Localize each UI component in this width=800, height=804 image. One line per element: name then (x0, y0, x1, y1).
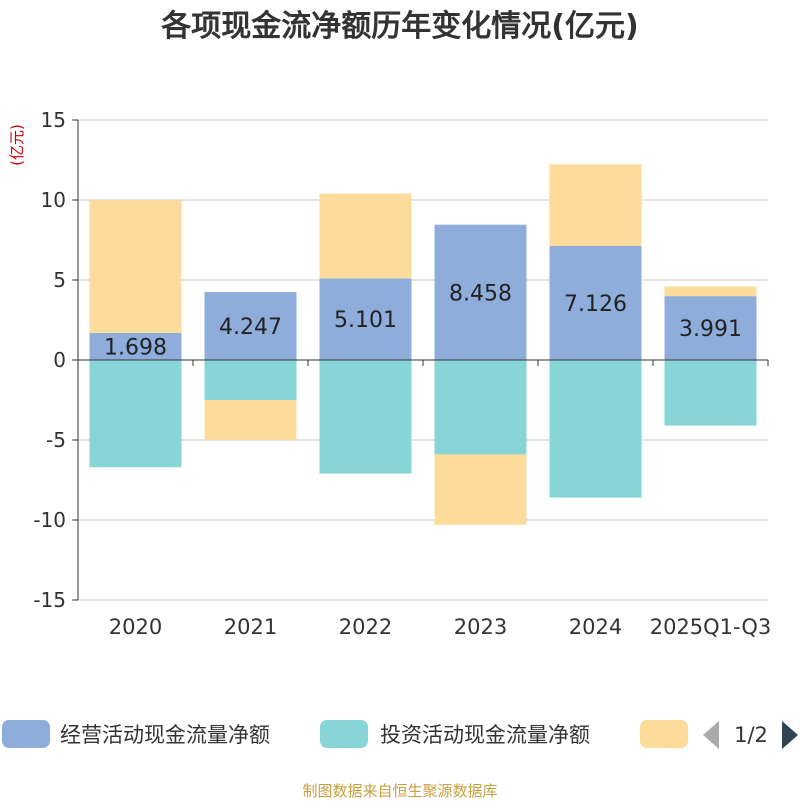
x-tick-label: 2022 (339, 615, 392, 639)
bar-series2-2024[interactable] (549, 164, 642, 246)
data-label: 3.991 (679, 317, 742, 342)
y-tick-label: 0 (53, 348, 66, 372)
data-label: 8.458 (449, 281, 512, 306)
x-tick-label: 2024 (569, 615, 622, 639)
bar-series2-2021[interactable] (204, 400, 297, 440)
y-tick-label: 5 (53, 268, 66, 292)
bar-series2-2023[interactable] (434, 454, 527, 525)
y-tick-label: -15 (33, 588, 66, 612)
bar-series2-2020[interactable] (89, 200, 182, 333)
legend-page-indicator: 1/2 (734, 723, 768, 747)
axes: 15 10 5 0 -5 -10 -15 2020 2021 2022 2023 2024 2025Q1… (33, 108, 771, 639)
bar-series1-2021[interactable] (204, 360, 297, 400)
legend-next-icon[interactable] (782, 721, 798, 749)
data-labels: 1.698 4.247 5.101 8.458 7.126 3.991 (104, 281, 742, 360)
bar-series2-2022[interactable] (319, 193, 412, 279)
bar-series1-2023[interactable] (434, 360, 527, 455)
chart-title: 各项现金流净额历年变化情况(亿元) (160, 9, 638, 44)
bar-series1-2024[interactable] (549, 360, 642, 498)
grid-lines (78, 119, 768, 601)
bar-series0-2021[interactable] (204, 292, 297, 360)
bar-series0-2023[interactable] (434, 224, 527, 360)
data-label: 7.126 (564, 292, 627, 317)
legend-label: 投资活动现金流量净额 (380, 723, 590, 747)
bar-series2-2025Q1-Q3[interactable] (664, 286, 757, 297)
legend-swatch (2, 720, 50, 748)
legend-item-0[interactable]: 经营活动现金流量净额 (2, 720, 270, 748)
y-tick-label: -5 (46, 428, 66, 452)
source-note: 制图数据来自恒生聚源数据库 (302, 782, 497, 800)
x-tick-label: 2023 (454, 615, 507, 639)
bars[interactable] (89, 164, 757, 525)
x-tick-label: 2020 (109, 615, 162, 639)
legend-prev-icon[interactable] (703, 721, 719, 749)
y-axis-label: (亿元) (8, 124, 26, 166)
x-tick-label: 2025Q1-Q3 (650, 615, 772, 639)
x-tick-label: 2021 (224, 615, 277, 639)
y-tick-label: 10 (41, 188, 66, 212)
legend-swatch (640, 720, 688, 748)
legend-item-2[interactable] (640, 720, 688, 748)
legend-swatch (320, 720, 368, 748)
data-label: 5.101 (334, 308, 397, 333)
legend-label: 经营活动现金流量净额 (60, 723, 270, 747)
bar-series0-2024[interactable] (549, 245, 642, 360)
data-label: 1.698 (104, 335, 167, 360)
bar-series0-2020[interactable] (89, 332, 182, 360)
bar-series1-2020[interactable] (89, 360, 182, 468)
bar-series0-2025Q1-Q3[interactable] (664, 296, 757, 360)
bar-series1-2025Q1-Q3[interactable] (664, 360, 757, 426)
data-label: 4.247 (219, 315, 282, 340)
y-tick-label: -10 (33, 508, 66, 532)
bar-series1-2022[interactable] (319, 360, 412, 474)
bar-series0-2022[interactable] (319, 278, 412, 360)
legend[interactable]: 经营活动现金流量净额 投资活动现金流量净额 1/2 (2, 720, 798, 749)
legend-item-1[interactable]: 投资活动现金流量净额 (320, 720, 590, 748)
y-tick-label: 15 (41, 108, 66, 132)
